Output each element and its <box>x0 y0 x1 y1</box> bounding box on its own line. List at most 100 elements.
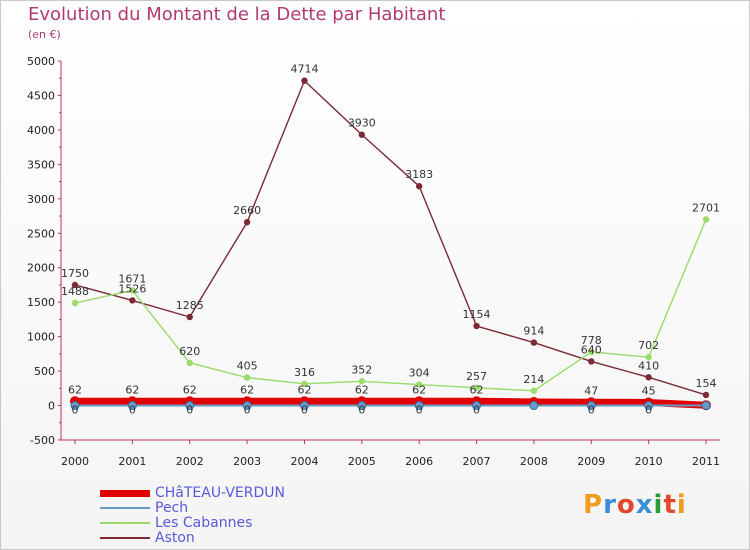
x-tick-label: 2002 <box>176 455 204 468</box>
data-label-aston: 3183 <box>405 168 433 181</box>
data-point-aston <box>243 219 251 226</box>
logo-letter: P <box>583 490 604 520</box>
logo-letter: r <box>603 490 617 520</box>
y-tick-label: 5000 <box>27 55 55 68</box>
data-label-les-cabannes: 304 <box>409 367 430 380</box>
data-label-ch-teau-verdun: 62 <box>68 383 82 396</box>
data-label-aston: 154 <box>696 377 717 390</box>
data-label-aston: 410 <box>638 359 659 372</box>
data-label-ch-teau-verdun: 62 <box>355 383 369 396</box>
data-point-pech <box>529 401 539 411</box>
data-label-aston: 914 <box>523 325 544 338</box>
y-tick-label: 0 <box>48 400 55 413</box>
data-label-aston: 1750 <box>61 267 89 280</box>
y-tick-label: 500 <box>34 365 55 378</box>
data-point-aston <box>530 339 538 346</box>
data-label-ch-teau-verdun: 45 <box>642 384 656 397</box>
data-label-les-cabannes: 778 <box>581 334 602 347</box>
proxiti-logo: Proxiti <box>583 490 687 520</box>
data-label-pech: 0 <box>186 404 193 417</box>
data-point-aston <box>645 374 652 381</box>
data-label-pech: 0 <box>473 404 480 417</box>
logo-letter: o <box>616 490 636 520</box>
data-point-aston <box>186 313 193 321</box>
y-tick-label: 3500 <box>27 158 55 171</box>
data-point-pech <box>357 401 367 411</box>
data-label-ch-teau-verdun: 62 <box>412 383 426 396</box>
chart-unit: (en €) <box>28 28 61 41</box>
data-label-ch-teau-verdun: 62 <box>183 383 197 396</box>
data-label-pech: 0 <box>72 404 79 417</box>
legend-label: Les Cabannes <box>155 515 253 531</box>
legend-label: CHâTEAU-VERDUN <box>155 485 285 501</box>
data-point-pech <box>701 401 711 411</box>
logo-letter: i <box>653 490 664 520</box>
data-point-pech <box>414 401 424 411</box>
data-label-les-cabannes: 316 <box>294 366 315 379</box>
x-tick-label: 2005 <box>348 455 376 468</box>
data-label-les-cabannes: 2701 <box>692 201 720 214</box>
data-point-pech <box>299 401 309 411</box>
data-label-les-cabannes: 1488 <box>61 285 89 298</box>
data-point-les-cabannes <box>588 348 595 356</box>
data-label-aston: 1285 <box>176 299 204 312</box>
data-label-les-cabannes: 702 <box>638 339 659 352</box>
data-label-pech: 0 <box>129 404 136 417</box>
y-tick-label: 2000 <box>27 262 55 275</box>
logo-letter: i <box>676 490 687 520</box>
legend-swatch <box>100 507 150 509</box>
y-tick-label: 1500 <box>27 296 55 309</box>
series-line-les-cabannes <box>74 219 707 392</box>
x-tick-label: 2011 <box>692 455 720 468</box>
data-point-les-cabannes <box>358 378 366 385</box>
y-tick-label: 2500 <box>27 227 55 240</box>
data-label-aston: 2660 <box>233 204 261 217</box>
x-tick-label: 2010 <box>635 455 663 468</box>
data-point-pech <box>586 401 596 411</box>
data-point-aston <box>129 297 136 304</box>
data-point-les-cabannes <box>645 353 652 361</box>
data-point-aston <box>702 391 710 399</box>
x-tick-label: 2004 <box>290 455 318 468</box>
data-point-aston <box>415 183 423 190</box>
legend-swatch <box>100 522 150 524</box>
data-point-aston <box>473 322 480 330</box>
data-point-pech <box>127 401 137 411</box>
data-label-aston: 3930 <box>348 117 376 130</box>
x-tick-label: 2001 <box>118 455 146 468</box>
legend-swatch <box>100 490 150 497</box>
data-point-aston <box>588 358 595 365</box>
data-label-aston: 1154 <box>463 308 491 321</box>
y-tick-label: 1000 <box>27 331 55 344</box>
data-label-les-cabannes: 352 <box>351 363 372 376</box>
legend-swatch <box>100 537 150 539</box>
data-label-pech: 0 <box>358 404 365 417</box>
data-label-les-cabannes: 257 <box>466 370 487 383</box>
data-point-pech <box>472 401 482 411</box>
legend-label: Aston <box>155 530 195 546</box>
data-point-les-cabannes <box>702 216 710 223</box>
data-point-pech <box>185 401 195 411</box>
legend-label: Pech <box>155 500 189 516</box>
data-point-les-cabannes <box>301 380 308 387</box>
logo-letter: x <box>635 490 654 520</box>
x-tick-label: 2008 <box>520 455 548 468</box>
chart-title: Evolution du Montant de la Dette par Hab… <box>28 4 446 25</box>
y-tick-label: 3000 <box>27 193 55 206</box>
data-label-ch-teau-verdun: 62 <box>297 383 311 396</box>
x-tick-label: 2007 <box>463 455 491 468</box>
data-label-aston: 4714 <box>290 63 318 76</box>
data-label-ch-teau-verdun: 62 <box>470 383 484 396</box>
data-label-pech: 0 <box>645 404 652 417</box>
y-tick-label: -500 <box>30 434 55 447</box>
series-line-ch-teau-verdun <box>75 397 707 409</box>
logo-letter: t <box>663 490 677 520</box>
data-label-ch-teau-verdun: 62 <box>125 383 139 396</box>
data-label-les-cabannes: 1671 <box>118 272 146 285</box>
data-point-les-cabannes <box>415 381 423 388</box>
data-point-les-cabannes <box>243 374 251 381</box>
data-label-les-cabannes: 620 <box>179 345 200 358</box>
data-label-ch-teau-verdun: 62 <box>240 383 254 396</box>
x-tick-label: 2009 <box>577 455 605 468</box>
